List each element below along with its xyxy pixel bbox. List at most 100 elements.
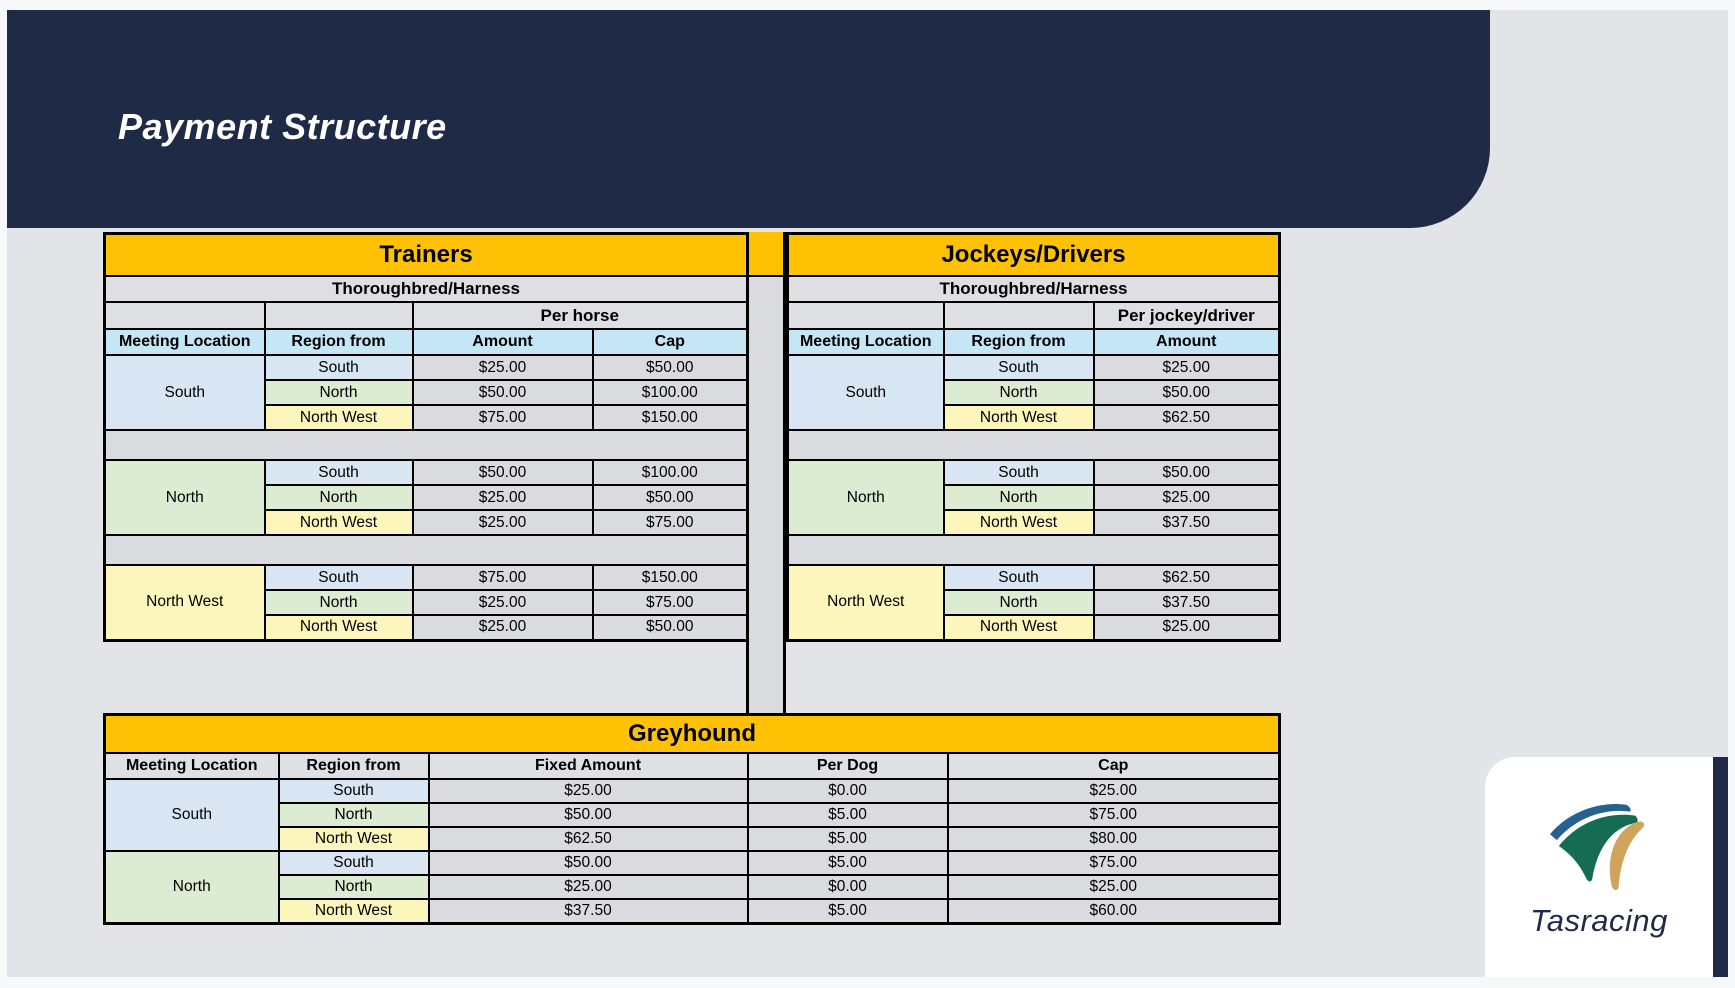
column-header: Fixed Amount <box>427 752 749 780</box>
value-cell: $100.00 <box>591 459 749 486</box>
blank-cell <box>786 301 945 330</box>
value-cell: $75.00 <box>591 589 749 616</box>
column-header: Region from <box>277 752 430 780</box>
value-cell: $50.00 <box>591 354 749 381</box>
value-cell: $150.00 <box>591 404 749 431</box>
region-from-cell: North <box>942 484 1095 511</box>
table-row: South South $25.00 $50.00 <box>103 354 749 431</box>
value-cell: $37.50 <box>1092 509 1281 536</box>
table-row: North $50.00 <box>788 379 1281 406</box>
value-cell: $25.00 <box>427 874 749 900</box>
value-cell: $37.50 <box>1092 589 1281 616</box>
table-row: North $37.50 <box>788 589 1281 616</box>
tasracing-logo-icon <box>1549 803 1645 891</box>
region-from-cell: North West <box>277 826 430 852</box>
value-cell: $25.00 <box>411 484 594 511</box>
value-cell: $50.00 <box>411 459 594 486</box>
region-from-cell: North <box>942 379 1095 406</box>
blank-cell <box>103 301 266 330</box>
meeting-location-cell: North West <box>786 564 945 641</box>
region-from-cell: North West <box>942 404 1095 431</box>
value-cell: $5.00 <box>746 826 949 852</box>
value-cell: $5.00 <box>746 898 949 924</box>
table-row: North $25.00 $50.00 <box>105 484 749 511</box>
region-from-cell: South <box>942 354 1095 381</box>
value-cell: $50.00 <box>591 484 749 511</box>
jockeys-title: Jockeys/Drivers <box>786 232 1281 277</box>
table-row: North West $37.50 $5.00 $60.00 <box>105 898 1281 924</box>
region-from-cell: North <box>263 589 414 616</box>
spacer-row <box>103 534 749 566</box>
blank-cell <box>942 301 1095 330</box>
region-from-cell: South <box>277 850 430 876</box>
value-cell: $75.00 <box>411 564 594 591</box>
column-header: Region from <box>942 328 1095 356</box>
table-row: North $50.00 $5.00 $75.00 <box>105 802 1281 828</box>
greyhound-table: Greyhound Meeting Location Region from F… <box>103 713 1282 925</box>
value-cell: $50.00 <box>427 802 749 828</box>
value-cell: $25.00 <box>427 778 749 804</box>
region-from-cell: South <box>277 778 430 804</box>
tasracing-logo-card: Tasracing <box>1485 757 1713 977</box>
meeting-location-cell: North <box>103 459 266 536</box>
value-cell: $37.50 <box>427 898 749 924</box>
blank-cell <box>263 301 414 330</box>
value-cell: $25.00 <box>411 354 594 381</box>
column-header: Meeting Location <box>786 328 945 356</box>
region-from-cell: North <box>263 379 414 406</box>
value-cell: $25.00 <box>411 589 594 616</box>
slide: Payment Structure Trainers Thoroughbred/… <box>7 10 1728 977</box>
table-row: North West South $75.00 $150.00 <box>103 564 749 641</box>
value-cell: $62.50 <box>1092 404 1281 431</box>
table-row: North South $50.00 $100.00 <box>103 459 749 536</box>
column-header: Cap <box>946 752 1281 780</box>
column-header: Cap <box>591 328 749 356</box>
region-from-cell: North <box>277 802 430 828</box>
value-cell: $62.50 <box>427 826 749 852</box>
value-cell: $50.00 <box>1092 459 1281 486</box>
jockeys-subtitle: Thoroughbred/Harness <box>786 275 1281 303</box>
column-header: Amount <box>1092 328 1281 356</box>
spacer-row <box>103 429 749 461</box>
value-cell: $25.00 <box>1092 354 1281 381</box>
region-from-cell: South <box>263 459 414 486</box>
per-jockey-driver-header: Per jockey/driver <box>1092 301 1281 330</box>
trainers-table: Trainers Thoroughbred/Harness Per horse … <box>103 232 750 642</box>
value-cell: $80.00 <box>946 826 1281 852</box>
table-row: North West $25.00 $75.00 <box>105 509 749 536</box>
region-from-cell: North West <box>942 614 1095 641</box>
region-from-cell: North <box>263 484 414 511</box>
region-from-cell: South <box>263 354 414 381</box>
value-cell: $75.00 <box>411 404 594 431</box>
value-cell: $60.00 <box>946 898 1281 924</box>
table-row: North $25.00 <box>788 484 1281 511</box>
column-header: Meeting Location <box>103 328 266 356</box>
region-from-cell: North West <box>277 898 430 924</box>
table-title-row: Jockeys/Drivers <box>786 232 1281 277</box>
slide-edge-accent <box>1713 757 1728 977</box>
table-row: South South $25.00 <box>786 354 1281 431</box>
value-cell: $25.00 <box>946 778 1281 804</box>
page-title: Payment Structure <box>118 106 447 147</box>
value-cell: $75.00 <box>591 509 749 536</box>
table-row: North $50.00 $100.00 <box>105 379 749 406</box>
region-from-cell: North West <box>263 614 414 641</box>
table-row: South South $25.00 $0.00 $25.00 <box>103 778 1281 852</box>
trainers-subtitle: Thoroughbred/Harness <box>103 275 749 303</box>
region-from-cell: North West <box>263 404 414 431</box>
column-header-row: Meeting Location Region from Fixed Amoun… <box>103 752 1281 780</box>
table-gap-gold-cap <box>749 232 783 277</box>
value-cell: $50.00 <box>591 614 749 641</box>
value-cell: $75.00 <box>946 850 1281 876</box>
value-cell: $100.00 <box>591 379 749 406</box>
region-from-cell: North West <box>263 509 414 536</box>
value-cell: $50.00 <box>411 379 594 406</box>
greyhound-title: Greyhound <box>103 713 1281 754</box>
value-cell: $25.00 <box>411 509 594 536</box>
tasracing-brand-text: Tasracing <box>1530 903 1668 938</box>
region-from-cell: North West <box>942 509 1095 536</box>
table-gap-column <box>746 232 786 713</box>
meeting-location-cell: North <box>103 850 280 924</box>
column-header: Region from <box>263 328 414 356</box>
table-title-row: Greyhound <box>103 713 1281 754</box>
